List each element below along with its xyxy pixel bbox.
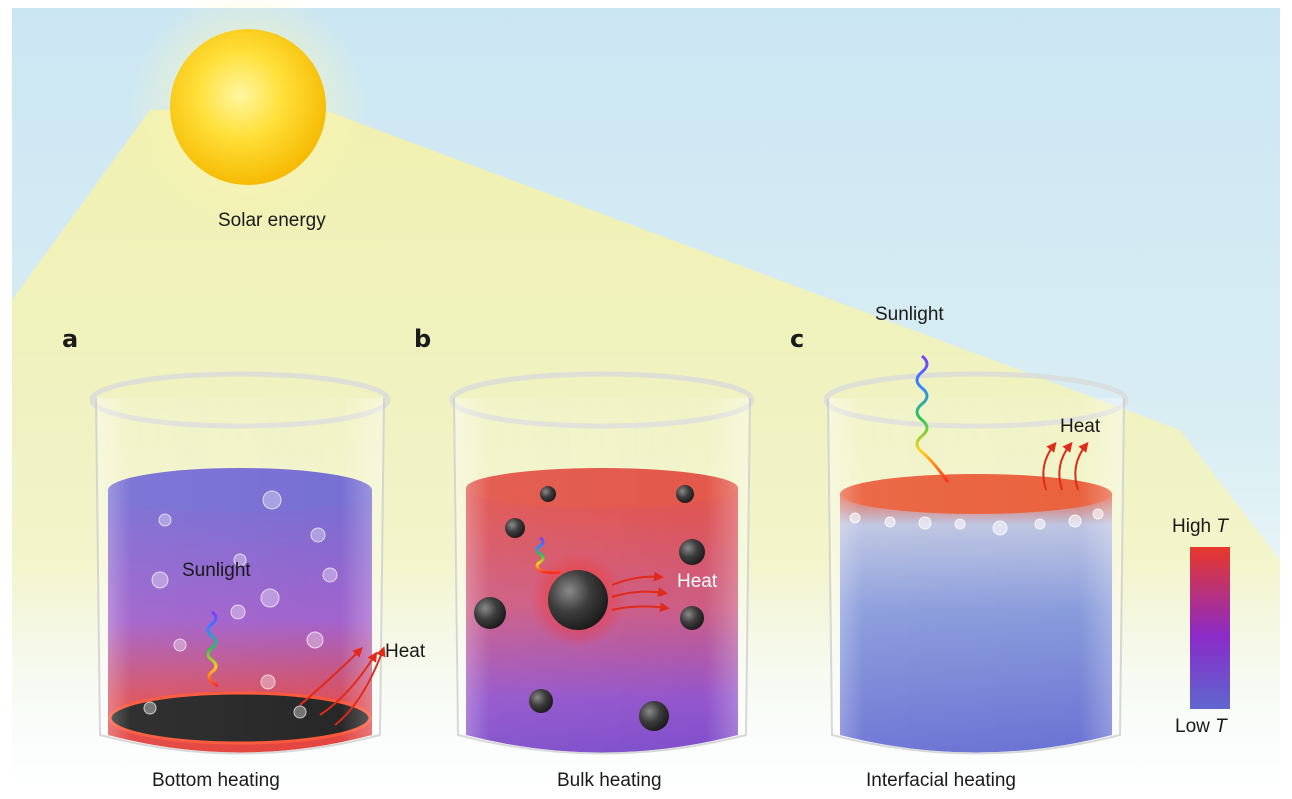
bubble <box>992 520 1008 536</box>
bubble <box>306 631 324 649</box>
nanoparticle <box>676 485 694 503</box>
bubble <box>1068 514 1082 528</box>
sunlight-wave-icon <box>535 536 561 575</box>
sun-icon <box>170 29 326 185</box>
bubble <box>310 527 326 543</box>
beaker-glass <box>95 397 385 755</box>
sunlight-label-c: Sunlight <box>875 304 944 325</box>
nanoparticle <box>529 689 553 713</box>
bubble <box>1092 508 1104 520</box>
bubble <box>260 674 276 690</box>
beaker-bottom-heating <box>89 371 391 755</box>
bubble <box>151 571 169 589</box>
bubble <box>954 518 966 530</box>
temperature-scale-bar <box>1190 547 1230 709</box>
bubble <box>293 705 307 719</box>
bubble <box>262 490 282 510</box>
beaker-bulk-heating <box>449 371 755 755</box>
bubble <box>884 516 896 528</box>
heat-arrows <box>1042 441 1089 491</box>
bubble <box>143 701 157 715</box>
bubble <box>230 604 246 620</box>
bubble <box>849 512 861 524</box>
sunlight-wave-icon <box>206 610 219 688</box>
panel-letter-a: a <box>62 325 79 353</box>
heat-label-a: Heat <box>385 641 426 662</box>
bubble <box>322 567 338 583</box>
solar-energy-label: Solar energy <box>218 210 326 231</box>
panel-letter-b: b <box>414 325 432 353</box>
heat-label-b: Heat <box>677 571 718 592</box>
nanoparticle <box>540 486 556 502</box>
nanoparticle <box>679 539 705 565</box>
nanoparticle <box>474 597 506 629</box>
heat-label-c: Heat <box>1060 416 1101 437</box>
bubble <box>158 513 172 527</box>
bubble <box>233 553 247 567</box>
temperature-low-label: Low T <box>1175 716 1227 737</box>
nanoparticle <box>505 518 525 538</box>
temperature-high-label: High T <box>1172 516 1228 537</box>
heat-arrows <box>611 571 670 613</box>
heat-arrows <box>299 646 386 726</box>
caption-bottom-heating: Bottom heating <box>152 770 280 791</box>
bubble <box>1034 518 1046 530</box>
nanoparticle <box>680 606 704 630</box>
beaker-glass <box>827 397 1125 755</box>
nanoparticle <box>548 570 608 630</box>
panel-letter-c: c <box>790 325 805 353</box>
sunlight-label-a: Sunlight <box>182 560 251 581</box>
nanoparticle <box>639 701 669 731</box>
bubble <box>260 588 280 608</box>
beaker-interfacial-heating <box>823 354 1129 755</box>
caption-interfacial-heating: Interfacial heating <box>866 770 1016 791</box>
sunlight-wave-icon <box>915 354 950 483</box>
caption-bulk-heating: Bulk heating <box>557 770 662 791</box>
bubble <box>918 516 932 530</box>
bubble <box>173 638 187 652</box>
